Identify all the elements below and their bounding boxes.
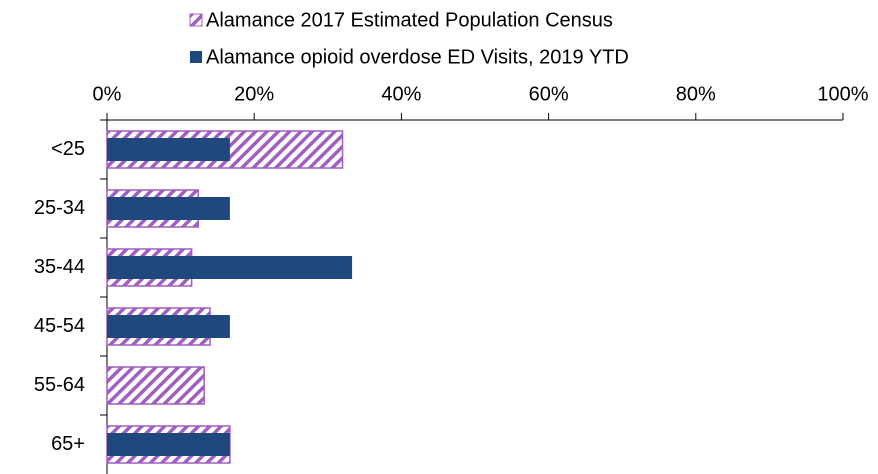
y-tick-label: 35-44 (34, 256, 85, 278)
x-tick-label: 80% (676, 83, 716, 105)
y-tick-label: 45-54 (34, 315, 85, 337)
x-tick-label: 0% (93, 83, 122, 105)
legend-label: Alamance 2017 Estimated Population Censu… (206, 9, 613, 31)
legend-swatch (190, 51, 202, 63)
bar (107, 138, 230, 161)
bar (106, 366, 205, 405)
legend-swatch (189, 13, 203, 27)
y-tick-label: 55-64 (34, 374, 85, 396)
bar (107, 197, 230, 220)
legend-label: Alamance opioid overdose ED Visits, 2019… (206, 46, 629, 68)
y-tick-label: <25 (51, 138, 85, 160)
x-tick-label: 20% (234, 83, 274, 105)
x-tick-label: 40% (381, 83, 421, 105)
y-tick-label: 65+ (51, 433, 85, 455)
x-tick-label: 60% (529, 83, 569, 105)
x-tick-label: 100% (817, 83, 868, 105)
y-tick-label: 25-34 (34, 197, 85, 219)
bar (107, 315, 230, 338)
bar (107, 256, 353, 279)
bar (107, 433, 230, 456)
